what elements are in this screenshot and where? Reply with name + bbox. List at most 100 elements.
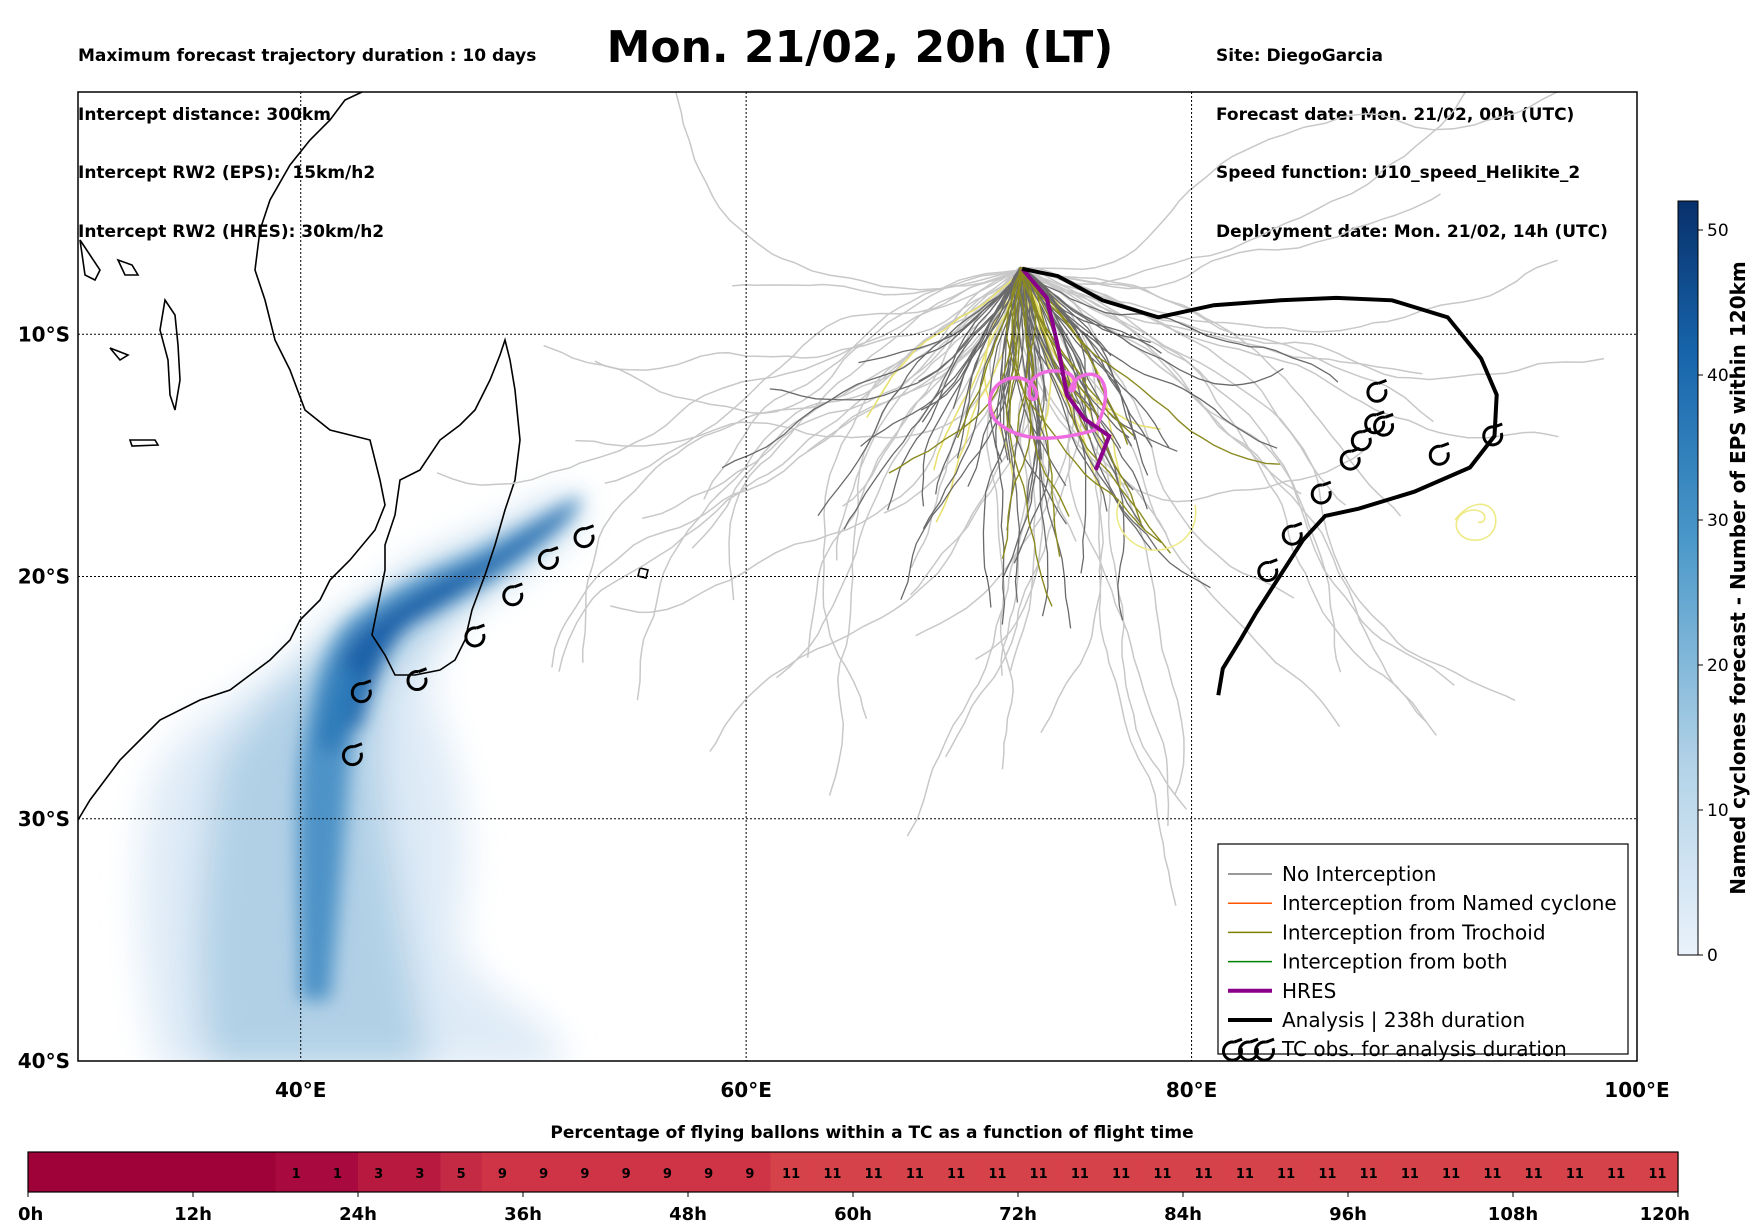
header-line: Deployment date: Mon. 21/02, 14h (UTC) [1216,221,1608,242]
eps-trajectory [921,268,1026,507]
eps-trajectory [1023,267,1135,437]
legend-label: Interception from Named cyclone [1282,891,1617,915]
lon-tick-label: 60°E [720,1078,772,1102]
eps-trajectory [866,270,1021,418]
flight-time-value: 9 [622,1167,631,1182]
eps-trajectory [1023,269,1302,495]
lat-tick-label: 20°S [18,565,70,589]
flight-time-cell [1059,1152,1102,1192]
header-line: Intercept RW2 (EPS): 15km/h2 [78,163,376,183]
flight-time-value: 11 [865,1167,883,1182]
eps-trajectory [1022,268,1280,465]
flight-time-value: 11 [1360,1167,1378,1182]
eps-trajectory [769,268,1023,401]
eps-trajectory [1023,267,1148,510]
cyclone-icon [1366,378,1388,403]
eps-trajectory [703,268,1025,500]
hres-loop-trajectory [988,369,1108,440]
cyclone-icon [1350,427,1372,452]
colorbar-tick-label: 50 [1707,221,1729,241]
time-tick-label: 60h [834,1204,872,1223]
flight-time-value: 11 [1483,1167,1501,1182]
eps-trajectories-no-interception-light [436,92,1605,906]
eps-trajectory [604,267,1025,484]
flight-time-value: 1 [292,1167,301,1182]
flight-time-value: 11 [1236,1167,1254,1182]
flight-time-cell [935,1152,978,1192]
lat-tick-label: 40°S [18,1049,70,1073]
eps-trajectory [594,267,1022,371]
eps-trajectory [543,268,1022,415]
flight-time-cell [976,1152,1019,1192]
time-tick-label: 96h [1329,1204,1367,1223]
eps-trajectory [1020,269,1122,449]
coastline [78,92,649,821]
eps-trajectory [1018,270,1368,503]
cyclone-icon [1310,480,1332,505]
flight-time-value: 11 [1071,1167,1089,1182]
colorbar-tick-label: 30 [1707,511,1729,531]
flight-time-value: 9 [704,1167,713,1182]
flight-time-cell [894,1152,937,1192]
legend-entry: Interception from Named cyclone [1228,891,1617,915]
cyclone-icon [502,582,524,607]
flight-time-cell [729,1152,772,1192]
eps-trajectory [935,267,1022,495]
cyclone-icon [537,546,559,570]
cyclone-icon [573,524,595,549]
eps-trajectory [721,268,1023,469]
flight-time-value: 11 [1525,1167,1543,1182]
eps-trajectory [817,269,1022,517]
flight-time-cell [440,1152,483,1192]
eps-trajectory [1019,267,1170,449]
eps-trajectory [1019,268,1295,599]
eps-trajectory [1025,269,1434,423]
eps-trajectory [1019,266,1427,723]
flight-time-cell [316,1152,359,1192]
flight-time-cell [1389,1152,1432,1192]
flight-time-cell [564,1152,607,1192]
flight-time-cell [275,1152,318,1192]
header-line: Intercept RW2 (HRES): 30km/h2 [78,221,385,242]
flight-time-value: 5 [457,1167,466,1182]
cyclone-icon [1257,558,1279,583]
cyclone-icon [1281,521,1303,546]
trochoid-loop [1116,499,1197,551]
cyclone-icon [341,742,363,767]
flight-time-cell [1471,1152,1514,1192]
legend-entry: TC obs. for analysis duration [1222,1037,1567,1062]
flight-time-cell [358,1152,400,1192]
legend-entry: Analysis | 238h duration [1228,1008,1525,1032]
colorbar-label: Named cyclones forecast - Number of EPS … [1726,261,1750,895]
header-left: Maximum forecast trajectory duration : 1… [78,8,536,262]
flight-time-value: 9 [498,1167,507,1182]
lon-tick-label: 40°E [275,1078,327,1102]
eps-trajectory [642,268,1022,520]
eps-trajectory [636,268,1023,701]
eps-trajectory [1024,269,1455,686]
time-tick-label: 108h [1488,1204,1538,1223]
eps-trajectory [775,267,1026,679]
flight-time-value: 11 [1277,1167,1295,1182]
map-frame [77,91,1638,1062]
lon-tick-label: 100°E [1604,1078,1669,1102]
legend-entry: No Interception [1228,862,1436,886]
colorbar-tick-label: 20 [1707,656,1729,676]
flight-time-cell [110,1152,153,1192]
time-tick-label: 72h [999,1204,1037,1223]
cyclone-icon [1428,441,1450,466]
flight-time-value: 11 [782,1167,800,1182]
cyclone-icon [350,679,372,704]
cyclone-icon [464,623,486,648]
flight-time-value: 11 [1566,1167,1584,1182]
legend: No Interception Interception from Named c… [1217,843,1629,1062]
flight-time-cell [688,1152,730,1192]
colorbar-tick-label: 10 [1707,801,1729,821]
flight-time-cell [853,1152,895,1192]
header-line: Forecast date: Mon. 21/02, 00h (UTC) [1216,104,1575,125]
flight-time-value: 3 [415,1167,424,1182]
eps-trajectory [1008,266,1053,607]
flight-time-value: 11 [1153,1167,1171,1182]
flight-time-cell [1141,1152,1184,1192]
flight-time-cell [1430,1152,1473,1192]
